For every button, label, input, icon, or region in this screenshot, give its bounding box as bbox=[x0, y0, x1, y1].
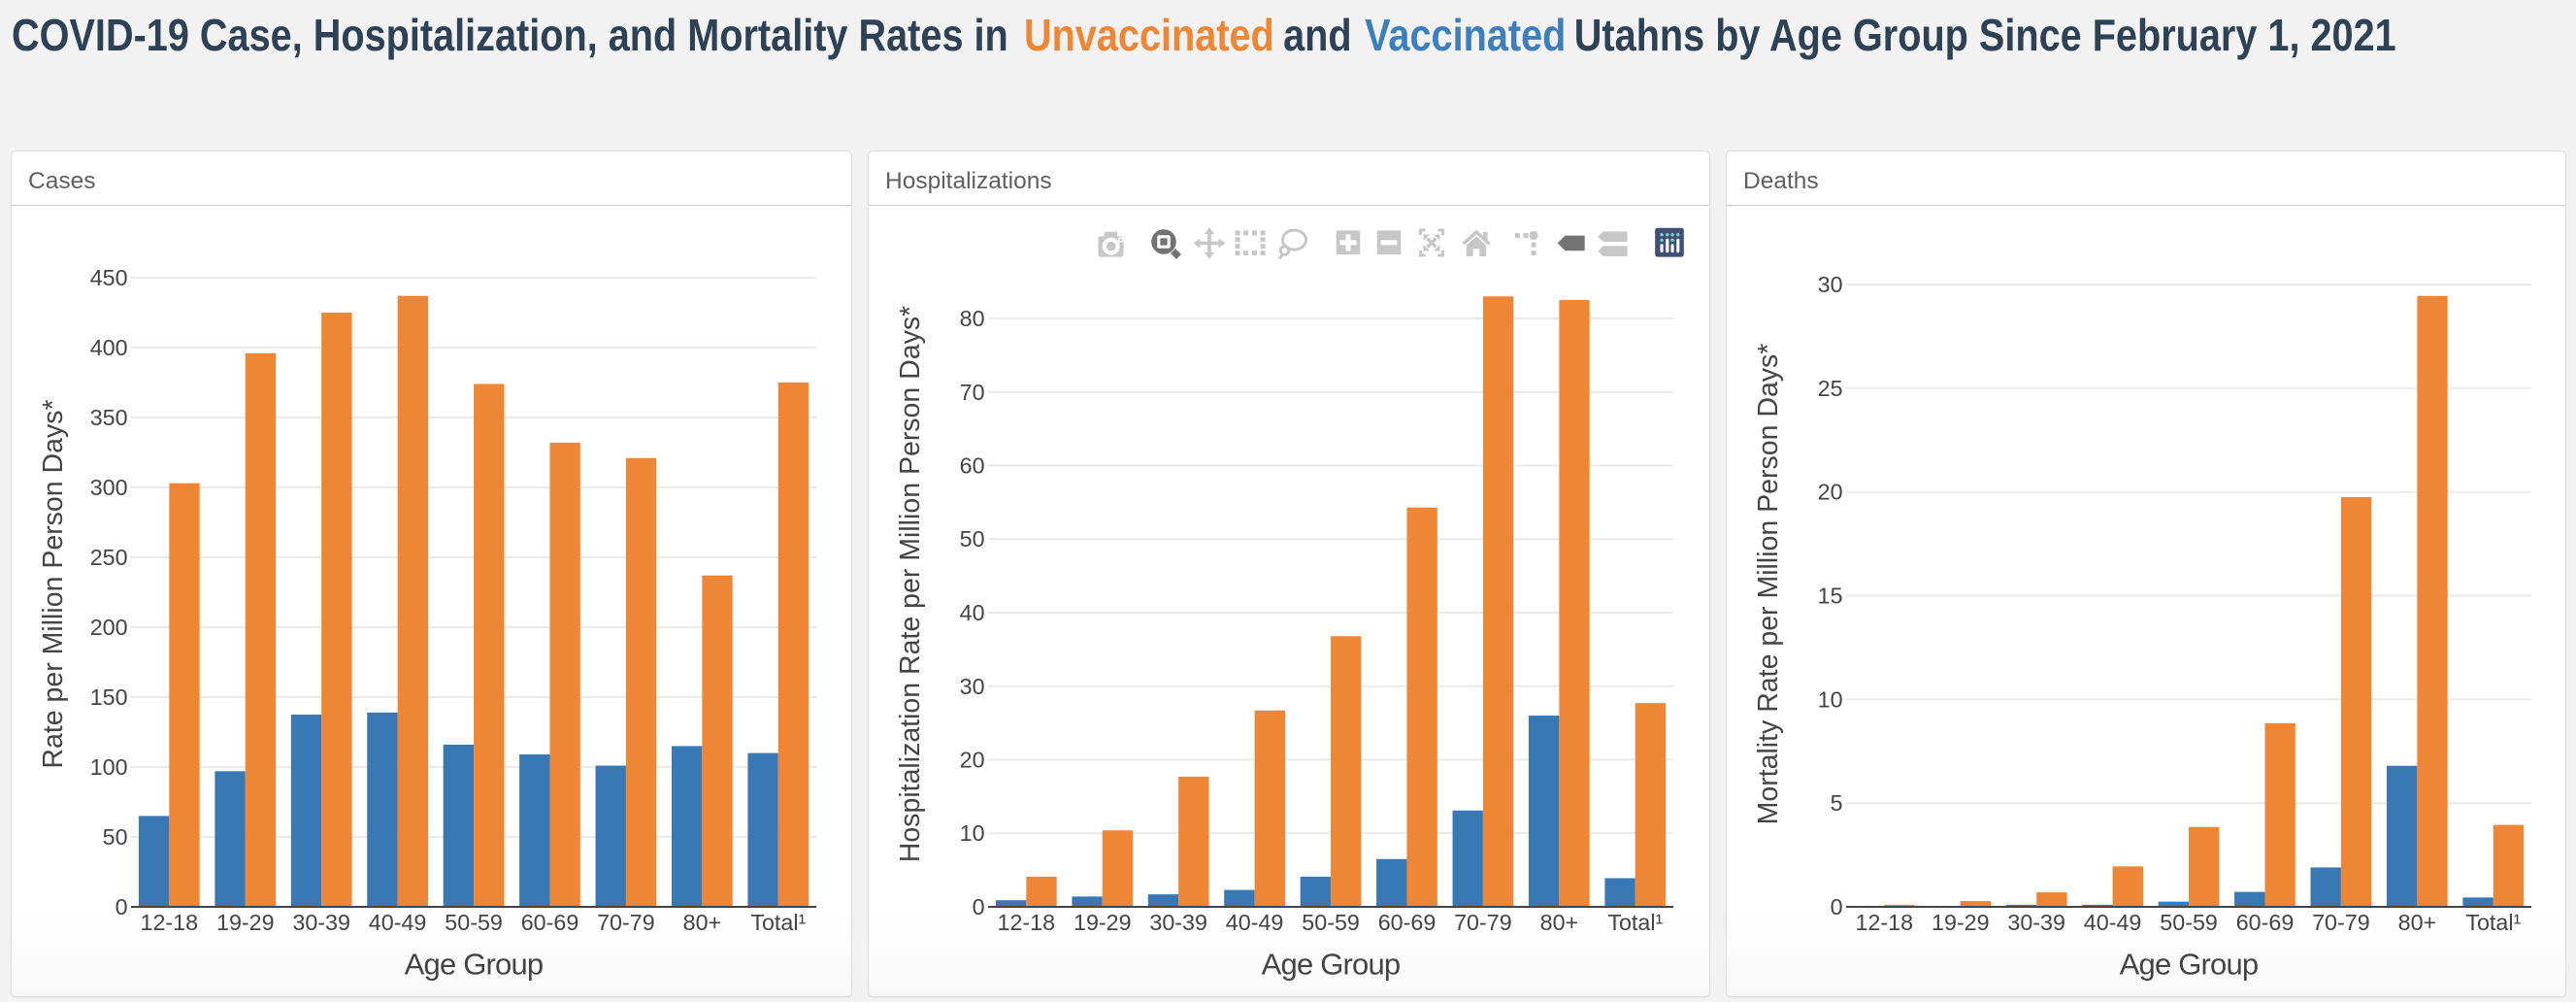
svg-text:12-18: 12-18 bbox=[1856, 910, 1914, 935]
svg-text:Total¹: Total¹ bbox=[2465, 910, 2521, 935]
svg-text:Rate per Million Person Days*: Rate per Million Person Days* bbox=[38, 399, 69, 768]
svg-text:20: 20 bbox=[1818, 480, 1843, 505]
svg-text:19-29: 19-29 bbox=[1932, 910, 1990, 935]
svg-text:300: 300 bbox=[90, 475, 128, 500]
svg-text:Age Group: Age Group bbox=[2120, 948, 2259, 982]
svg-text:40-49: 40-49 bbox=[2084, 910, 2142, 935]
svg-text:60: 60 bbox=[960, 453, 985, 479]
svg-text:70: 70 bbox=[960, 380, 985, 405]
svg-text:80+: 80+ bbox=[2398, 910, 2437, 935]
svg-text:19-29: 19-29 bbox=[216, 910, 275, 935]
svg-text:Mortality Rate per Million Per: Mortality Rate per Million Person Days* bbox=[1753, 344, 1784, 825]
svg-text:50: 50 bbox=[960, 526, 985, 551]
svg-text:50: 50 bbox=[103, 824, 128, 850]
svg-text:10: 10 bbox=[1818, 686, 1843, 712]
svg-text:60-69: 60-69 bbox=[521, 910, 579, 935]
svg-text:80+: 80+ bbox=[1540, 910, 1579, 935]
svg-text:50-59: 50-59 bbox=[1302, 910, 1360, 935]
svg-text:60-69: 60-69 bbox=[1378, 910, 1437, 935]
svg-text:12-18: 12-18 bbox=[998, 910, 1056, 935]
svg-text:10: 10 bbox=[960, 820, 985, 846]
svg-text:30: 30 bbox=[960, 674, 985, 699]
svg-text:0: 0 bbox=[116, 894, 128, 919]
svg-text:50-59: 50-59 bbox=[445, 910, 503, 935]
svg-text:40: 40 bbox=[960, 600, 985, 625]
svg-text:400: 400 bbox=[90, 335, 128, 360]
svg-text:Total¹: Total¹ bbox=[1607, 910, 1663, 935]
svg-text:Age Group: Age Group bbox=[1262, 948, 1401, 982]
svg-text:40-49: 40-49 bbox=[1226, 910, 1284, 935]
svg-text:20: 20 bbox=[960, 748, 985, 773]
svg-text:70-79: 70-79 bbox=[597, 910, 655, 935]
svg-text:30-39: 30-39 bbox=[2007, 910, 2065, 935]
svg-text:250: 250 bbox=[90, 545, 128, 570]
svg-text:12-18: 12-18 bbox=[141, 910, 199, 935]
svg-text:30-39: 30-39 bbox=[1149, 910, 1207, 935]
svg-text:350: 350 bbox=[90, 405, 128, 430]
svg-text:100: 100 bbox=[90, 754, 128, 780]
svg-text:0: 0 bbox=[1831, 894, 1843, 919]
svg-text:15: 15 bbox=[1818, 584, 1843, 609]
svg-text:Age Group: Age Group bbox=[405, 948, 544, 982]
svg-text:30: 30 bbox=[1818, 272, 1843, 297]
svg-text:70-79: 70-79 bbox=[2312, 910, 2370, 935]
svg-text:30-39: 30-39 bbox=[292, 910, 350, 935]
svg-text:70-79: 70-79 bbox=[1454, 910, 1512, 935]
svg-text:60-69: 60-69 bbox=[2236, 910, 2295, 935]
svg-text:40-49: 40-49 bbox=[369, 910, 427, 935]
svg-text:150: 150 bbox=[90, 685, 128, 710]
svg-text:5: 5 bbox=[1831, 790, 1843, 816]
svg-text:80: 80 bbox=[960, 306, 985, 331]
svg-text:50-59: 50-59 bbox=[2160, 910, 2218, 935]
svg-text:Total¹: Total¹ bbox=[750, 910, 806, 935]
svg-text:Hospitalization Rate per Milli: Hospitalization Rate per Million Person … bbox=[895, 306, 926, 862]
svg-text:25: 25 bbox=[1818, 376, 1843, 401]
svg-text:200: 200 bbox=[90, 615, 128, 640]
svg-text:0: 0 bbox=[973, 894, 985, 919]
svg-text:450: 450 bbox=[90, 265, 128, 290]
svg-text:80+: 80+ bbox=[683, 910, 722, 935]
svg-text:19-29: 19-29 bbox=[1073, 910, 1132, 935]
